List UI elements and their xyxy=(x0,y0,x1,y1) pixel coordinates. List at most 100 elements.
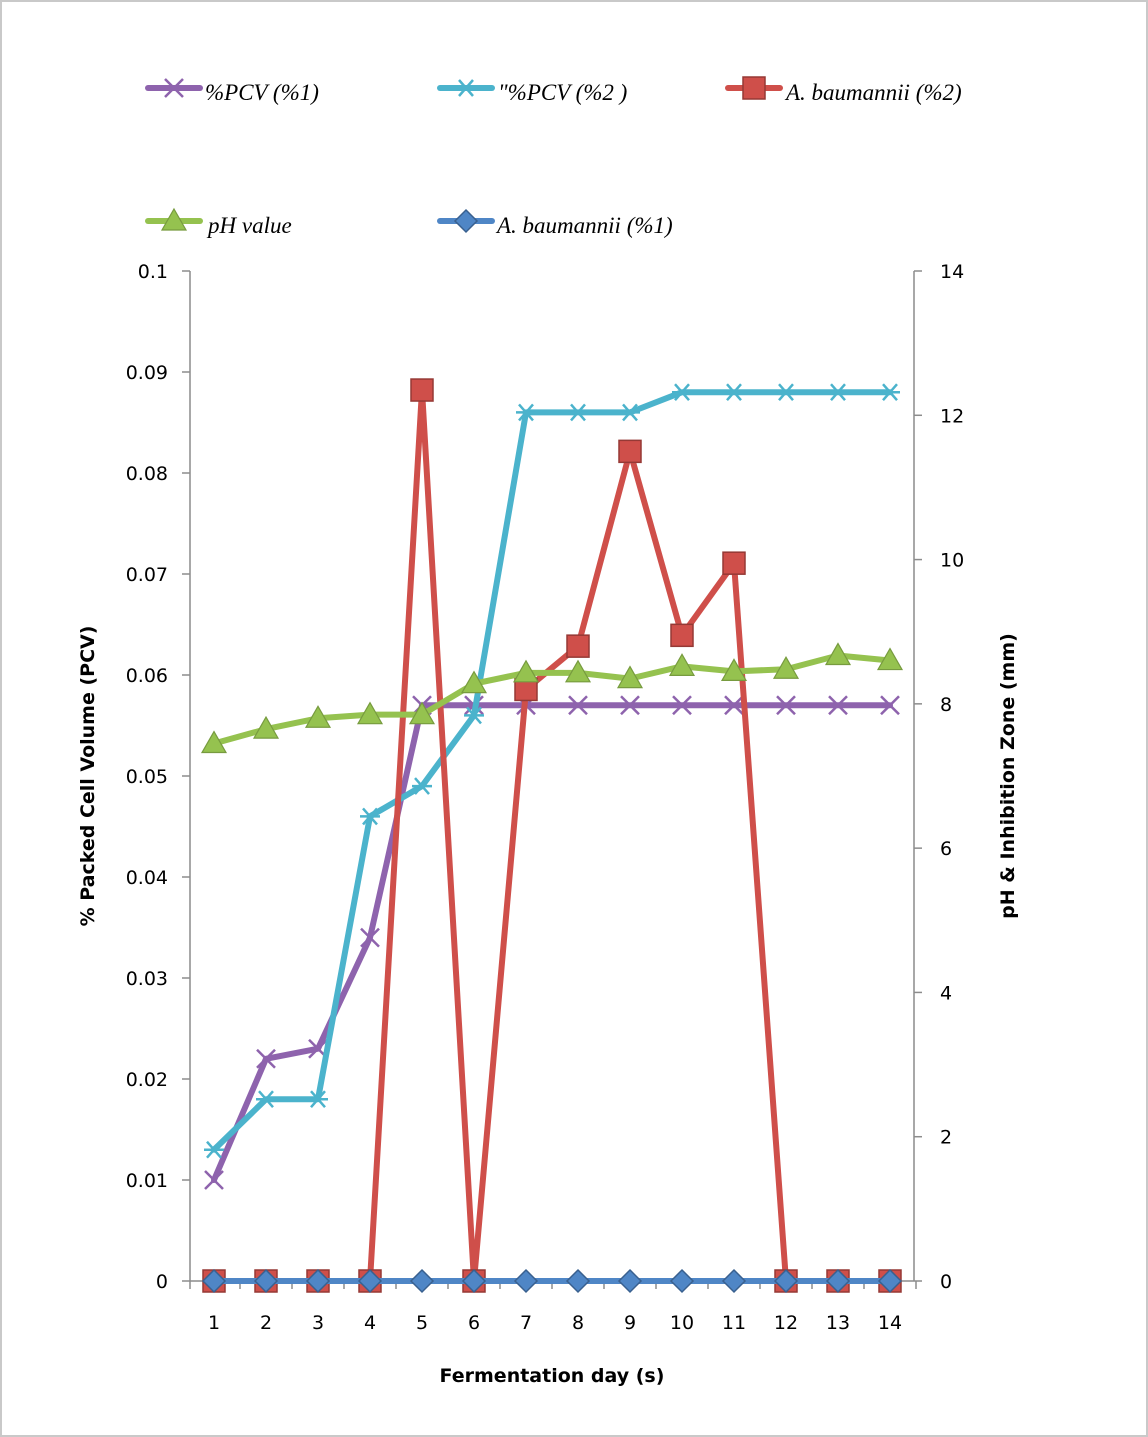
data-point-2 xyxy=(722,551,746,575)
data-point-3 xyxy=(512,659,540,683)
legend-label-pcv-2: "%PCV (%2 ) xyxy=(498,80,627,105)
data-point-0 xyxy=(360,927,380,948)
data-point-4 xyxy=(513,1268,539,1294)
legend-label-pcv-1: %PCV (%1) xyxy=(205,80,319,105)
y-right-tick-label: 10 xyxy=(940,550,964,572)
y-right-tick-label: 12 xyxy=(940,405,964,427)
legend-item-baumannii-1: A. baumannii (%1) xyxy=(437,208,673,238)
series-2 xyxy=(202,378,902,1293)
series-3 xyxy=(200,642,904,754)
plot-area xyxy=(200,378,904,1294)
y-right-tick-label: 2 xyxy=(940,1127,952,1149)
data-point-0 xyxy=(256,1048,276,1069)
data-point-3 xyxy=(460,670,488,694)
legend-marker-ph-value xyxy=(145,207,203,231)
data-point-1 xyxy=(776,383,796,402)
x-axis-title: Fermentation day (s) xyxy=(440,1365,665,1387)
axes: 0 0.01 0.02 0.03 0.04 0.05 0.06 0.07 0.08 0.09 0.1… xyxy=(126,261,965,1334)
x-tick-label: 13 xyxy=(826,1312,850,1334)
series-line-1 xyxy=(211,389,893,1153)
data-point-1 xyxy=(828,383,848,402)
data-point-3 xyxy=(200,730,228,754)
y-left-tick-label: 0.09 xyxy=(126,362,168,384)
data-point-0 xyxy=(620,695,640,716)
data-point-3 xyxy=(616,665,644,689)
data-point-4 xyxy=(305,1268,331,1294)
data-point-4 xyxy=(357,1268,383,1294)
series-0 xyxy=(204,695,900,1190)
series-line-2 xyxy=(211,387,893,1284)
x-tick-label: 11 xyxy=(722,1312,746,1334)
legend-symbol xyxy=(453,208,479,234)
y-axis-left-title: % Packed Cell Volume (PCV) xyxy=(77,626,99,927)
data-point-4 xyxy=(565,1268,591,1294)
data-point-1 xyxy=(880,383,900,402)
y-left-tick-label: 0 xyxy=(156,1271,168,1293)
data-point-0 xyxy=(828,695,848,716)
data-point-1 xyxy=(724,383,744,402)
data-point-2 xyxy=(566,634,590,658)
y-right-tick-label: 0 xyxy=(940,1271,952,1293)
x-tick-label: 4 xyxy=(364,1312,376,1334)
data-point-0 xyxy=(204,1170,224,1190)
data-point-4 xyxy=(409,1268,435,1294)
data-point-4 xyxy=(721,1268,747,1294)
data-point-1 xyxy=(464,706,484,725)
y-left-tick-label: 0.02 xyxy=(126,1069,168,1091)
x-tick-label: 3 xyxy=(312,1312,324,1334)
data-point-3 xyxy=(824,642,852,666)
y-right-tick-label: 6 xyxy=(940,838,952,860)
series-1 xyxy=(204,383,900,1159)
x-tick-label: 9 xyxy=(624,1312,636,1334)
legend-symbol xyxy=(742,76,766,100)
data-point-0 xyxy=(724,695,744,716)
x-tick-label: 2 xyxy=(260,1312,272,1334)
x-tick-label: 6 xyxy=(468,1312,480,1334)
x-tick-label: 14 xyxy=(878,1312,902,1334)
data-point-3 xyxy=(668,653,696,676)
data-point-2 xyxy=(618,439,642,464)
data-point-1 xyxy=(412,777,432,795)
data-point-1 xyxy=(568,403,588,422)
legend-marker-pcv-1 xyxy=(145,78,203,98)
x-tick-label: 12 xyxy=(774,1312,798,1334)
data-point-1 xyxy=(672,383,692,402)
data-point-3 xyxy=(356,701,384,725)
data-point-3 xyxy=(772,656,800,679)
y-left-tick-label: 0.05 xyxy=(126,766,168,788)
series-line-0 xyxy=(211,702,893,1183)
x-tick-label: 10 xyxy=(670,1312,694,1334)
legend-item-pcv-2: "%PCV (%2 ) xyxy=(437,79,627,105)
data-point-2 xyxy=(410,378,434,402)
data-point-0 xyxy=(672,695,692,716)
series-4 xyxy=(201,1268,903,1294)
data-point-4 xyxy=(617,1268,643,1294)
data-point-3 xyxy=(876,647,904,671)
y-axis-right-title: pH & Inhibition Zone (mm) xyxy=(997,633,1019,919)
y-left-tick-label: 0.03 xyxy=(126,968,168,990)
data-point-1 xyxy=(204,1140,224,1159)
x-tick-label: 7 xyxy=(520,1312,532,1334)
legend: %PCV (%1) "%PCV (%2 ) A. baumannii (%2) … xyxy=(145,76,962,238)
data-point-1 xyxy=(620,403,640,422)
legend-label-baumannii-2: A. baumannii (%2) xyxy=(784,80,962,105)
legend-item-ph-value: pH value xyxy=(145,207,292,238)
legend-item-pcv-1: %PCV (%1) xyxy=(145,78,319,105)
y-left-tick-label: 0.07 xyxy=(126,564,168,586)
data-point-4 xyxy=(669,1268,695,1294)
data-point-1 xyxy=(256,1090,276,1109)
data-point-2 xyxy=(670,623,694,648)
data-point-0 xyxy=(568,695,588,716)
y-left-tick-label: 0.08 xyxy=(126,463,168,485)
series-line-3 xyxy=(211,652,893,747)
data-point-3 xyxy=(304,705,332,728)
legend-symbol xyxy=(160,207,188,231)
data-point-3 xyxy=(408,701,436,725)
data-point-1 xyxy=(360,807,380,826)
y-right-tick-label: 8 xyxy=(940,694,952,716)
data-point-4 xyxy=(877,1268,903,1294)
data-point-3 xyxy=(252,715,280,739)
data-point-3 xyxy=(564,659,592,683)
data-point-0 xyxy=(776,695,796,716)
